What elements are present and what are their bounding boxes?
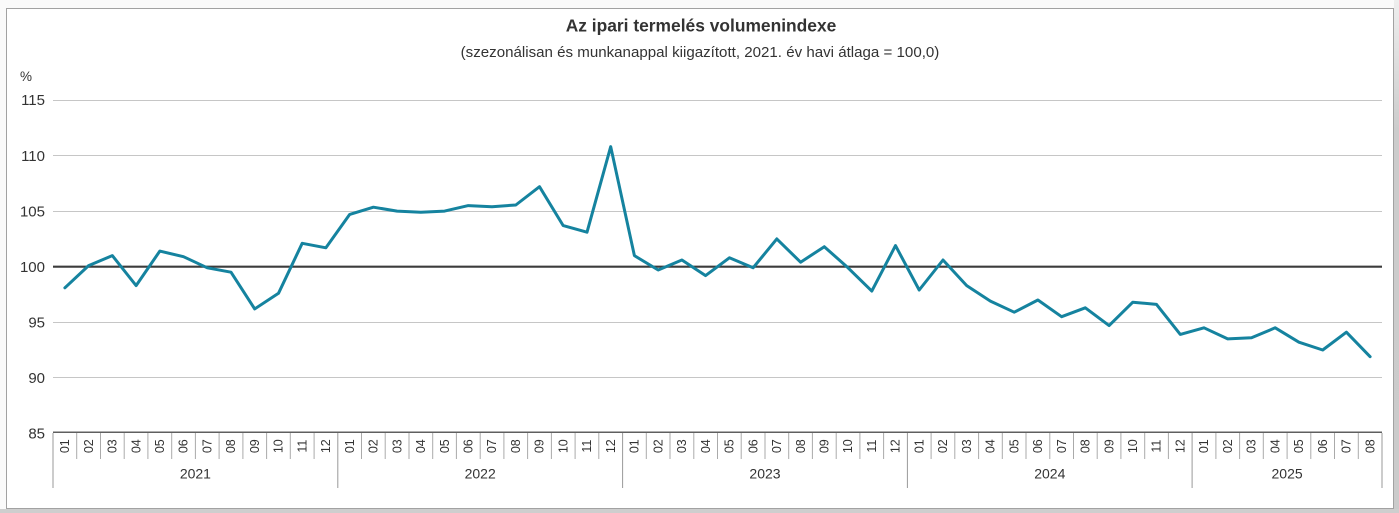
svg-text:07: 07 [1340,439,1354,453]
svg-text:09: 09 [533,439,547,453]
svg-text:10: 10 [1126,439,1140,453]
svg-text:09: 09 [818,439,832,453]
svg-text:04: 04 [699,439,713,453]
svg-text:06: 06 [1031,439,1045,453]
svg-text:03: 03 [390,439,404,453]
svg-text:03: 03 [106,439,120,453]
svg-text:12: 12 [889,439,903,453]
svg-text:06: 06 [746,439,760,453]
svg-text:%: % [20,69,32,84]
svg-text:06: 06 [462,439,476,453]
svg-text:11: 11 [1150,440,1164,453]
svg-text:11: 11 [865,440,879,453]
svg-text:01: 01 [628,439,642,453]
svg-text:08: 08 [224,439,238,453]
svg-text:11: 11 [295,440,309,453]
svg-text:10: 10 [272,439,286,453]
svg-text:05: 05 [438,439,452,453]
svg-text:105: 105 [20,203,45,220]
svg-text:2024: 2024 [1034,466,1065,482]
svg-text:01: 01 [912,439,926,453]
svg-text:08: 08 [509,439,523,453]
svg-text:11: 11 [580,440,594,453]
svg-text:07: 07 [485,439,499,453]
svg-text:02: 02 [651,439,665,453]
svg-text:05: 05 [723,439,737,453]
svg-text:09: 09 [1102,439,1116,453]
svg-text:Az ipari termelés volumenindex: Az ipari termelés volumenindexe [566,15,837,35]
svg-text:12: 12 [1174,439,1188,453]
svg-text:95: 95 [28,314,45,331]
svg-text:12: 12 [319,439,333,453]
svg-text:03: 03 [1245,439,1259,453]
svg-text:90: 90 [28,370,45,387]
svg-text:04: 04 [129,439,143,453]
svg-text:115: 115 [21,92,45,109]
svg-text:2022: 2022 [465,466,496,482]
svg-text:08: 08 [1079,439,1093,453]
svg-text:(szezonálisan és munkanappal k: (szezonálisan és munkanappal kiigazított… [461,44,940,61]
svg-text:12: 12 [604,439,618,453]
svg-text:10: 10 [841,439,855,453]
svg-text:04: 04 [414,439,428,453]
svg-text:06: 06 [177,439,191,453]
svg-text:04: 04 [984,439,998,453]
svg-text:110: 110 [21,148,45,165]
svg-text:01: 01 [58,439,72,453]
svg-text:03: 03 [675,439,689,453]
svg-text:07: 07 [201,439,215,453]
svg-text:02: 02 [82,439,96,453]
svg-text:2021: 2021 [180,466,211,482]
svg-text:05: 05 [153,439,167,453]
svg-text:10: 10 [556,439,570,453]
svg-text:08: 08 [794,439,808,453]
svg-text:05: 05 [1292,439,1306,453]
svg-text:02: 02 [367,439,381,453]
svg-text:02: 02 [936,439,950,453]
svg-text:03: 03 [960,439,974,453]
svg-text:06: 06 [1316,439,1330,453]
svg-text:07: 07 [1055,439,1069,453]
svg-text:09: 09 [248,439,262,453]
svg-text:01: 01 [343,439,357,453]
svg-text:07: 07 [770,439,784,453]
svg-text:08: 08 [1363,439,1377,453]
svg-text:05: 05 [1007,439,1021,453]
svg-text:2023: 2023 [749,466,780,482]
svg-text:02: 02 [1221,439,1235,453]
svg-text:100: 100 [20,259,45,276]
svg-text:2025: 2025 [1272,466,1303,482]
svg-text:01: 01 [1197,439,1211,453]
svg-text:04: 04 [1268,439,1282,453]
svg-text:85: 85 [28,426,45,443]
